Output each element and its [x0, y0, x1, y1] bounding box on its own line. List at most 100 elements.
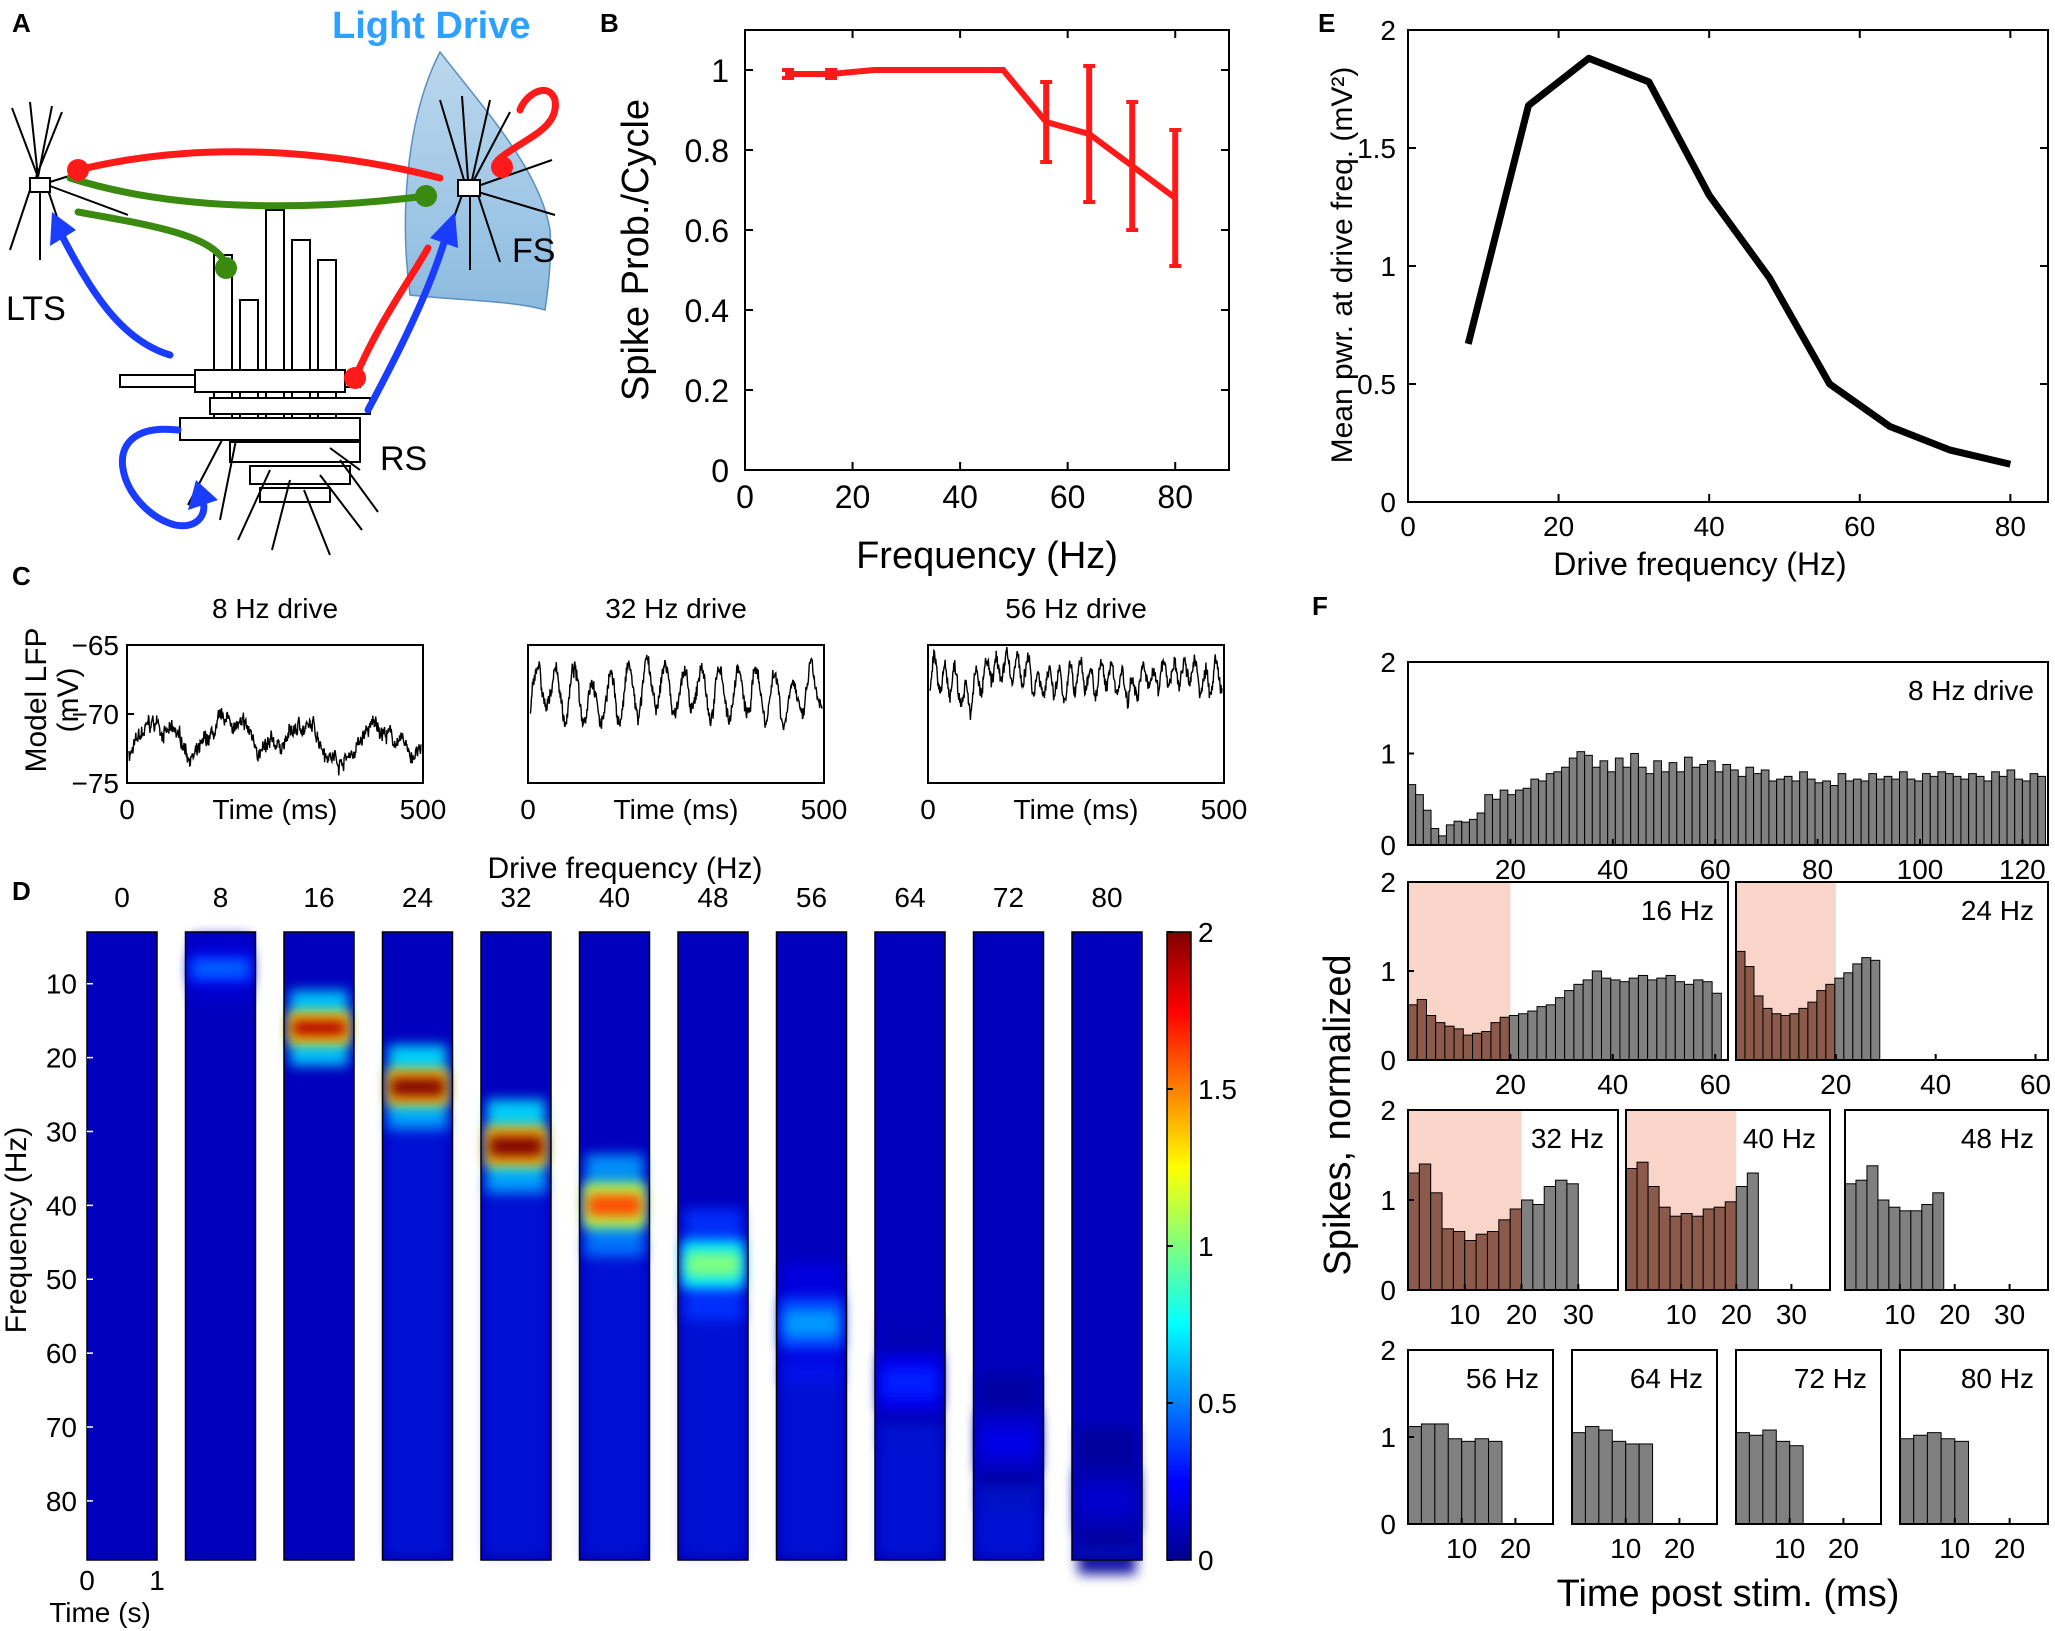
tick-labels: 0 20 40 60 80 0 0.2 0.4 0.6 0.8 1	[685, 53, 1194, 515]
colorbar-ticks: 0 0.5 1 1.5 2	[1167, 917, 1237, 1576]
x-tick-label: 120	[1999, 854, 2046, 885]
spectrogram-frame	[972, 931, 1045, 1561]
synapse-heads	[50, 156, 513, 510]
histogram-bar	[1983, 780, 1993, 846]
histogram-bar	[1584, 754, 1593, 846]
histogram-bar	[1921, 1204, 1934, 1291]
spectrogram-frame	[1071, 931, 1143, 1561]
histogram-bar	[2029, 773, 2039, 846]
histogram-bar	[2006, 769, 2016, 846]
panel-letter-a: A	[12, 8, 31, 38]
histogram-bar	[1462, 1034, 1474, 1061]
x-tick-label: 20	[1495, 854, 1526, 885]
x-tick-label: 40	[1597, 854, 1628, 885]
histogram-bar	[1699, 763, 1709, 846]
histogram-bar	[1453, 1028, 1464, 1061]
x-axis-label: Time (s)	[49, 1597, 151, 1628]
x-tick-label: 10	[1774, 1533, 1805, 1564]
panel-letter-e: E	[1318, 8, 1335, 38]
histogram-bar	[1932, 1192, 1945, 1291]
histogram-bar	[1814, 782, 1824, 846]
histogram-bar	[1730, 769, 1739, 846]
histogram-bar	[1447, 1438, 1463, 1525]
histogram-bar	[1515, 789, 1524, 846]
subplot-title: 48 Hz	[1961, 1123, 2034, 1154]
histogram-bar	[1507, 794, 1517, 846]
histogram-bar	[1518, 1013, 1529, 1061]
histogram-bar	[1816, 990, 1827, 1061]
plot-frame	[1899, 1349, 2049, 1525]
spectrogram-frame	[775, 931, 848, 1561]
histogram-bar	[1625, 1168, 1638, 1291]
histogram-bar	[1647, 979, 1658, 1061]
lfp-subplot: 32 Hz drive 0 500 Time (ms)	[520, 593, 847, 825]
histogram-bar	[1798, 1007, 1809, 1061]
plot-frame	[927, 644, 1225, 784]
x-tick-label: 20	[1721, 1299, 1752, 1330]
histogram-bar	[1875, 778, 1885, 846]
y-tick-label: 0	[1380, 1045, 1396, 1076]
histogram-bar	[1960, 778, 1970, 846]
histogram-bar	[1499, 789, 1509, 846]
plot-frame	[1844, 1109, 2049, 1291]
histogram-bar	[1843, 972, 1854, 1061]
series	[782, 64, 1182, 268]
histogram-bar	[1476, 812, 1486, 846]
drive-frequency-tick: 32	[500, 882, 531, 913]
y-axis-label: Spike Prob./Cycle	[615, 99, 657, 401]
x-tick-label: 40	[1597, 1069, 1628, 1100]
histogram-bar	[1852, 963, 1863, 1061]
histogram-bar	[1877, 1199, 1890, 1291]
histogram-subplot: 8 Hz drive 20 40 60 80 100 120 0 1 2	[1380, 647, 2049, 885]
y-tick-label: 2	[1380, 867, 1396, 898]
y-tick-label: 0	[711, 453, 729, 489]
histogram-bar	[1691, 766, 1701, 846]
spectrogram-frame	[283, 931, 355, 1561]
y-tick-label: 0	[1380, 487, 1396, 518]
y-tick-label: 2	[1380, 15, 1396, 46]
histogram-bar	[1899, 771, 1908, 846]
x-tick-label: 10	[1666, 1299, 1697, 1330]
histogram-bar	[1702, 981, 1713, 1061]
spectrogram-background	[185, 932, 256, 1560]
subplot-title: 40 Hz	[1743, 1123, 1816, 1154]
lts-green-connection	[66, 174, 430, 210]
histogram-bar	[1735, 950, 1746, 1061]
histogram-bar	[1407, 784, 1417, 846]
fs-self-red-connection	[494, 86, 559, 164]
arrowhead	[50, 212, 76, 246]
y-tick-label: 80	[46, 1486, 77, 1517]
histogram-bar	[1554, 997, 1566, 1061]
y-axis-label: Frequency (Hz)	[0, 1127, 33, 1334]
histogram-bar	[1676, 771, 1685, 846]
x-axis-label: Time (ms)	[614, 794, 739, 825]
histogram-bar	[1866, 1165, 1879, 1291]
histogram-bar	[1744, 966, 1755, 1061]
histogram-bar	[1653, 760, 1662, 846]
histogram-bar	[1668, 762, 1678, 846]
histogram-bar	[1545, 773, 1555, 846]
histogram-bar	[1829, 785, 1839, 846]
histogram-subplot: 72 Hz 10 20	[1735, 1349, 1882, 1564]
x-tick-label: 0	[920, 794, 936, 825]
drive-frequency-tick: 80	[1091, 882, 1122, 913]
power-band-peak	[390, 1077, 445, 1097]
spectrogram-frame	[381, 931, 454, 1561]
histogram-bar	[1508, 1015, 1520, 1061]
power-tail	[485, 1175, 547, 1556]
power-band-peak	[193, 961, 248, 977]
histogram-bar	[1899, 1438, 1915, 1525]
histogram-bar	[1584, 1426, 1600, 1525]
x-tick-label: 0	[520, 794, 536, 825]
histogram-bar	[1680, 1213, 1693, 1291]
spectrogram: 8	[184, 882, 257, 1561]
histogram-bar	[1975, 775, 1985, 846]
x-tick-label: 20	[1820, 1069, 1851, 1100]
drive-frequency-tick: 24	[402, 882, 433, 913]
spectrogram-frame	[578, 931, 651, 1561]
histogram-bar	[1762, 1429, 1777, 1525]
histogram-bar	[1625, 1443, 1640, 1525]
histogram-bar	[1461, 1440, 1476, 1525]
y-tick-label: 1	[1380, 251, 1396, 282]
